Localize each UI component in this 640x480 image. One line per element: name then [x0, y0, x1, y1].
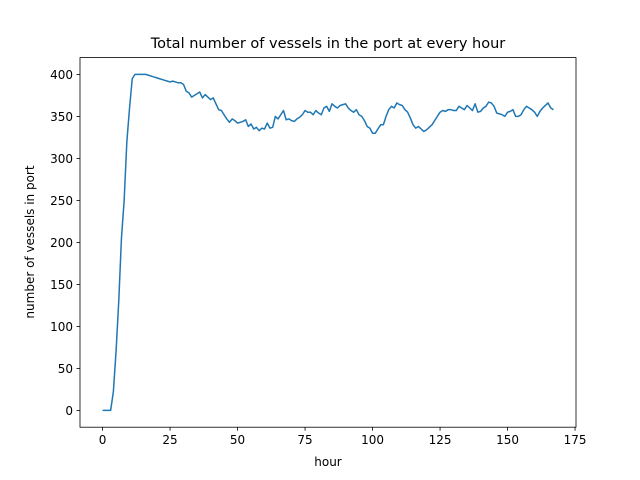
y-tick-label: 100: [50, 320, 73, 334]
x-tick-label: 175: [564, 433, 587, 447]
y-tick-label: 0: [65, 404, 73, 418]
x-tick-label: 0: [99, 433, 107, 447]
x-tick-label: 75: [297, 433, 312, 447]
y-tick-label: 400: [50, 68, 73, 82]
x-tick-label: 125: [429, 433, 452, 447]
y-tick-label: 250: [50, 194, 73, 208]
y-tick-label: 350: [50, 110, 73, 124]
x-tick-label: 25: [162, 433, 177, 447]
y-tick-label: 300: [50, 152, 73, 166]
x-tick-label: 100: [361, 433, 384, 447]
y-tick-label: 150: [50, 278, 73, 292]
y-tick-label: 200: [50, 236, 73, 250]
plot-frame: [79, 57, 577, 428]
y-axis-label: number of vessels in port: [23, 165, 37, 318]
x-axis-label: hour: [314, 455, 342, 469]
x-tick-label: 50: [230, 433, 245, 447]
line: [102, 73, 554, 412]
x-tick-label: 150: [496, 433, 519, 447]
chart-title: Total number of vessels in the port at e…: [150, 36, 506, 52]
y-tick-label: 50: [58, 362, 73, 376]
